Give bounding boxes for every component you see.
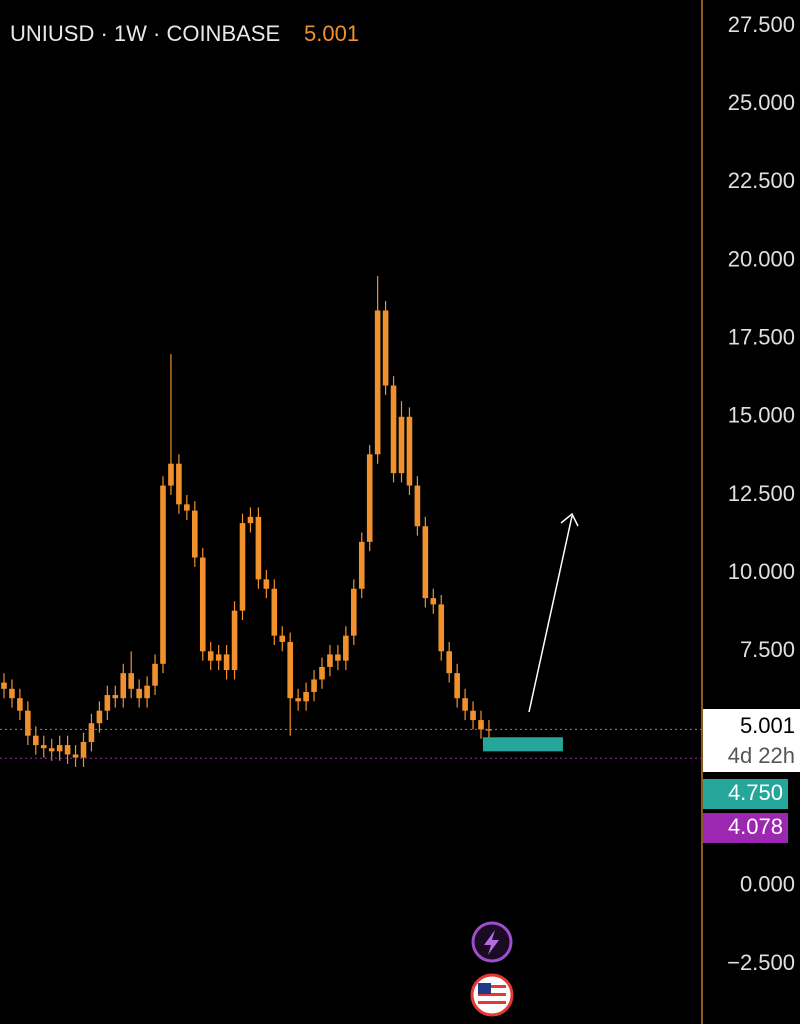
y-tick-label: 20.000 — [728, 246, 795, 271]
candle-body — [358, 541, 365, 589]
candle-body — [168, 463, 174, 486]
candle-body — [104, 695, 111, 711]
candle-body — [112, 695, 119, 699]
candle-body — [184, 504, 190, 511]
candle-body — [231, 610, 238, 671]
candle-body — [486, 729, 492, 731]
candle-body — [279, 635, 286, 642]
candle-body — [422, 526, 429, 599]
y-tick-label: 0.000 — [740, 872, 795, 897]
y-tick-label: 10.000 — [728, 559, 795, 584]
candle-body — [160, 485, 166, 664]
level-label: 4.078 — [728, 814, 783, 839]
candle-body — [303, 691, 309, 702]
candle-body — [335, 654, 341, 661]
chart-title: UNIUSD · 1W · COINBASE — [10, 21, 280, 46]
candle-body — [17, 698, 23, 711]
candle-body — [40, 745, 47, 749]
countdown-label: 4d 22h — [728, 743, 795, 768]
header-price: 5.001 — [304, 21, 359, 46]
candle-body — [327, 654, 333, 667]
candle-body — [414, 485, 421, 527]
icon-bolt — [484, 930, 499, 955]
candle-body — [192, 510, 198, 558]
candle-body — [223, 654, 230, 671]
candle-body — [96, 710, 103, 724]
candle-body — [287, 641, 293, 699]
candle-body — [446, 651, 452, 674]
candle-body — [56, 745, 63, 752]
y-tick-label: −2.500 — [727, 950, 795, 975]
candle-body — [199, 557, 206, 652]
candle-body — [152, 663, 158, 686]
y-tick-label: 12.500 — [728, 481, 795, 506]
level-box — [703, 779, 788, 809]
candle-body — [48, 748, 55, 752]
candle-body — [366, 454, 373, 542]
candle-body — [120, 673, 127, 699]
candle-body — [207, 651, 214, 661]
y-tick-label: 17.500 — [728, 324, 795, 349]
candle-body — [1, 682, 7, 689]
candle-body — [382, 310, 389, 386]
flag-stripe — [478, 993, 506, 996]
candle-body — [255, 516, 262, 580]
candle-body — [398, 416, 405, 474]
candle-body — [351, 588, 357, 636]
candle-body — [430, 598, 437, 605]
flag-stripe — [478, 985, 506, 988]
candle-body — [88, 723, 95, 742]
lightning-icon[interactable] — [471, 921, 513, 963]
candle-body — [239, 523, 246, 611]
candle-body — [144, 685, 150, 699]
y-tick-label: 27.500 — [728, 12, 795, 37]
arrow-head — [560, 512, 579, 527]
flag-canton — [478, 983, 491, 994]
last-price-box — [703, 709, 800, 772]
arrow — [528, 512, 579, 713]
candle-body — [311, 679, 317, 692]
candle-body — [72, 754, 79, 758]
level-label: 4.750 — [728, 780, 783, 805]
y-tick-label: 7.500 — [740, 637, 795, 662]
candle-body — [406, 416, 413, 486]
candle-body — [247, 516, 254, 524]
candle-body — [319, 666, 325, 680]
flag-icon[interactable] — [470, 973, 514, 1017]
candle-body — [374, 310, 381, 455]
y-tick-label: 22.500 — [728, 168, 795, 193]
candle-body — [64, 745, 71, 755]
candle-body — [343, 635, 349, 661]
candle-body — [136, 688, 142, 699]
y-tick-label: 15.000 — [728, 403, 795, 428]
candle-body — [128, 673, 134, 689]
candle-body — [478, 720, 484, 730]
last-price-label: 5.001 — [740, 713, 795, 738]
candle-body — [9, 688, 15, 699]
candle-body — [33, 735, 39, 746]
candle-body — [271, 588, 278, 636]
arrow-line — [528, 515, 573, 713]
candle-body — [295, 698, 301, 702]
candle-body — [390, 385, 397, 474]
candle-body — [80, 741, 87, 758]
y-tick-label: 25.000 — [728, 90, 795, 115]
candle-body — [176, 463, 182, 505]
candle-body — [462, 698, 468, 711]
level-box — [703, 813, 788, 843]
zone — [482, 737, 563, 752]
candle-body — [470, 710, 476, 721]
candle-body — [215, 654, 222, 661]
candle-body — [25, 710, 31, 736]
candle-body — [263, 579, 270, 589]
candle-body — [438, 604, 445, 652]
candle-body — [454, 673, 460, 699]
flag-stripe — [478, 1001, 506, 1004]
